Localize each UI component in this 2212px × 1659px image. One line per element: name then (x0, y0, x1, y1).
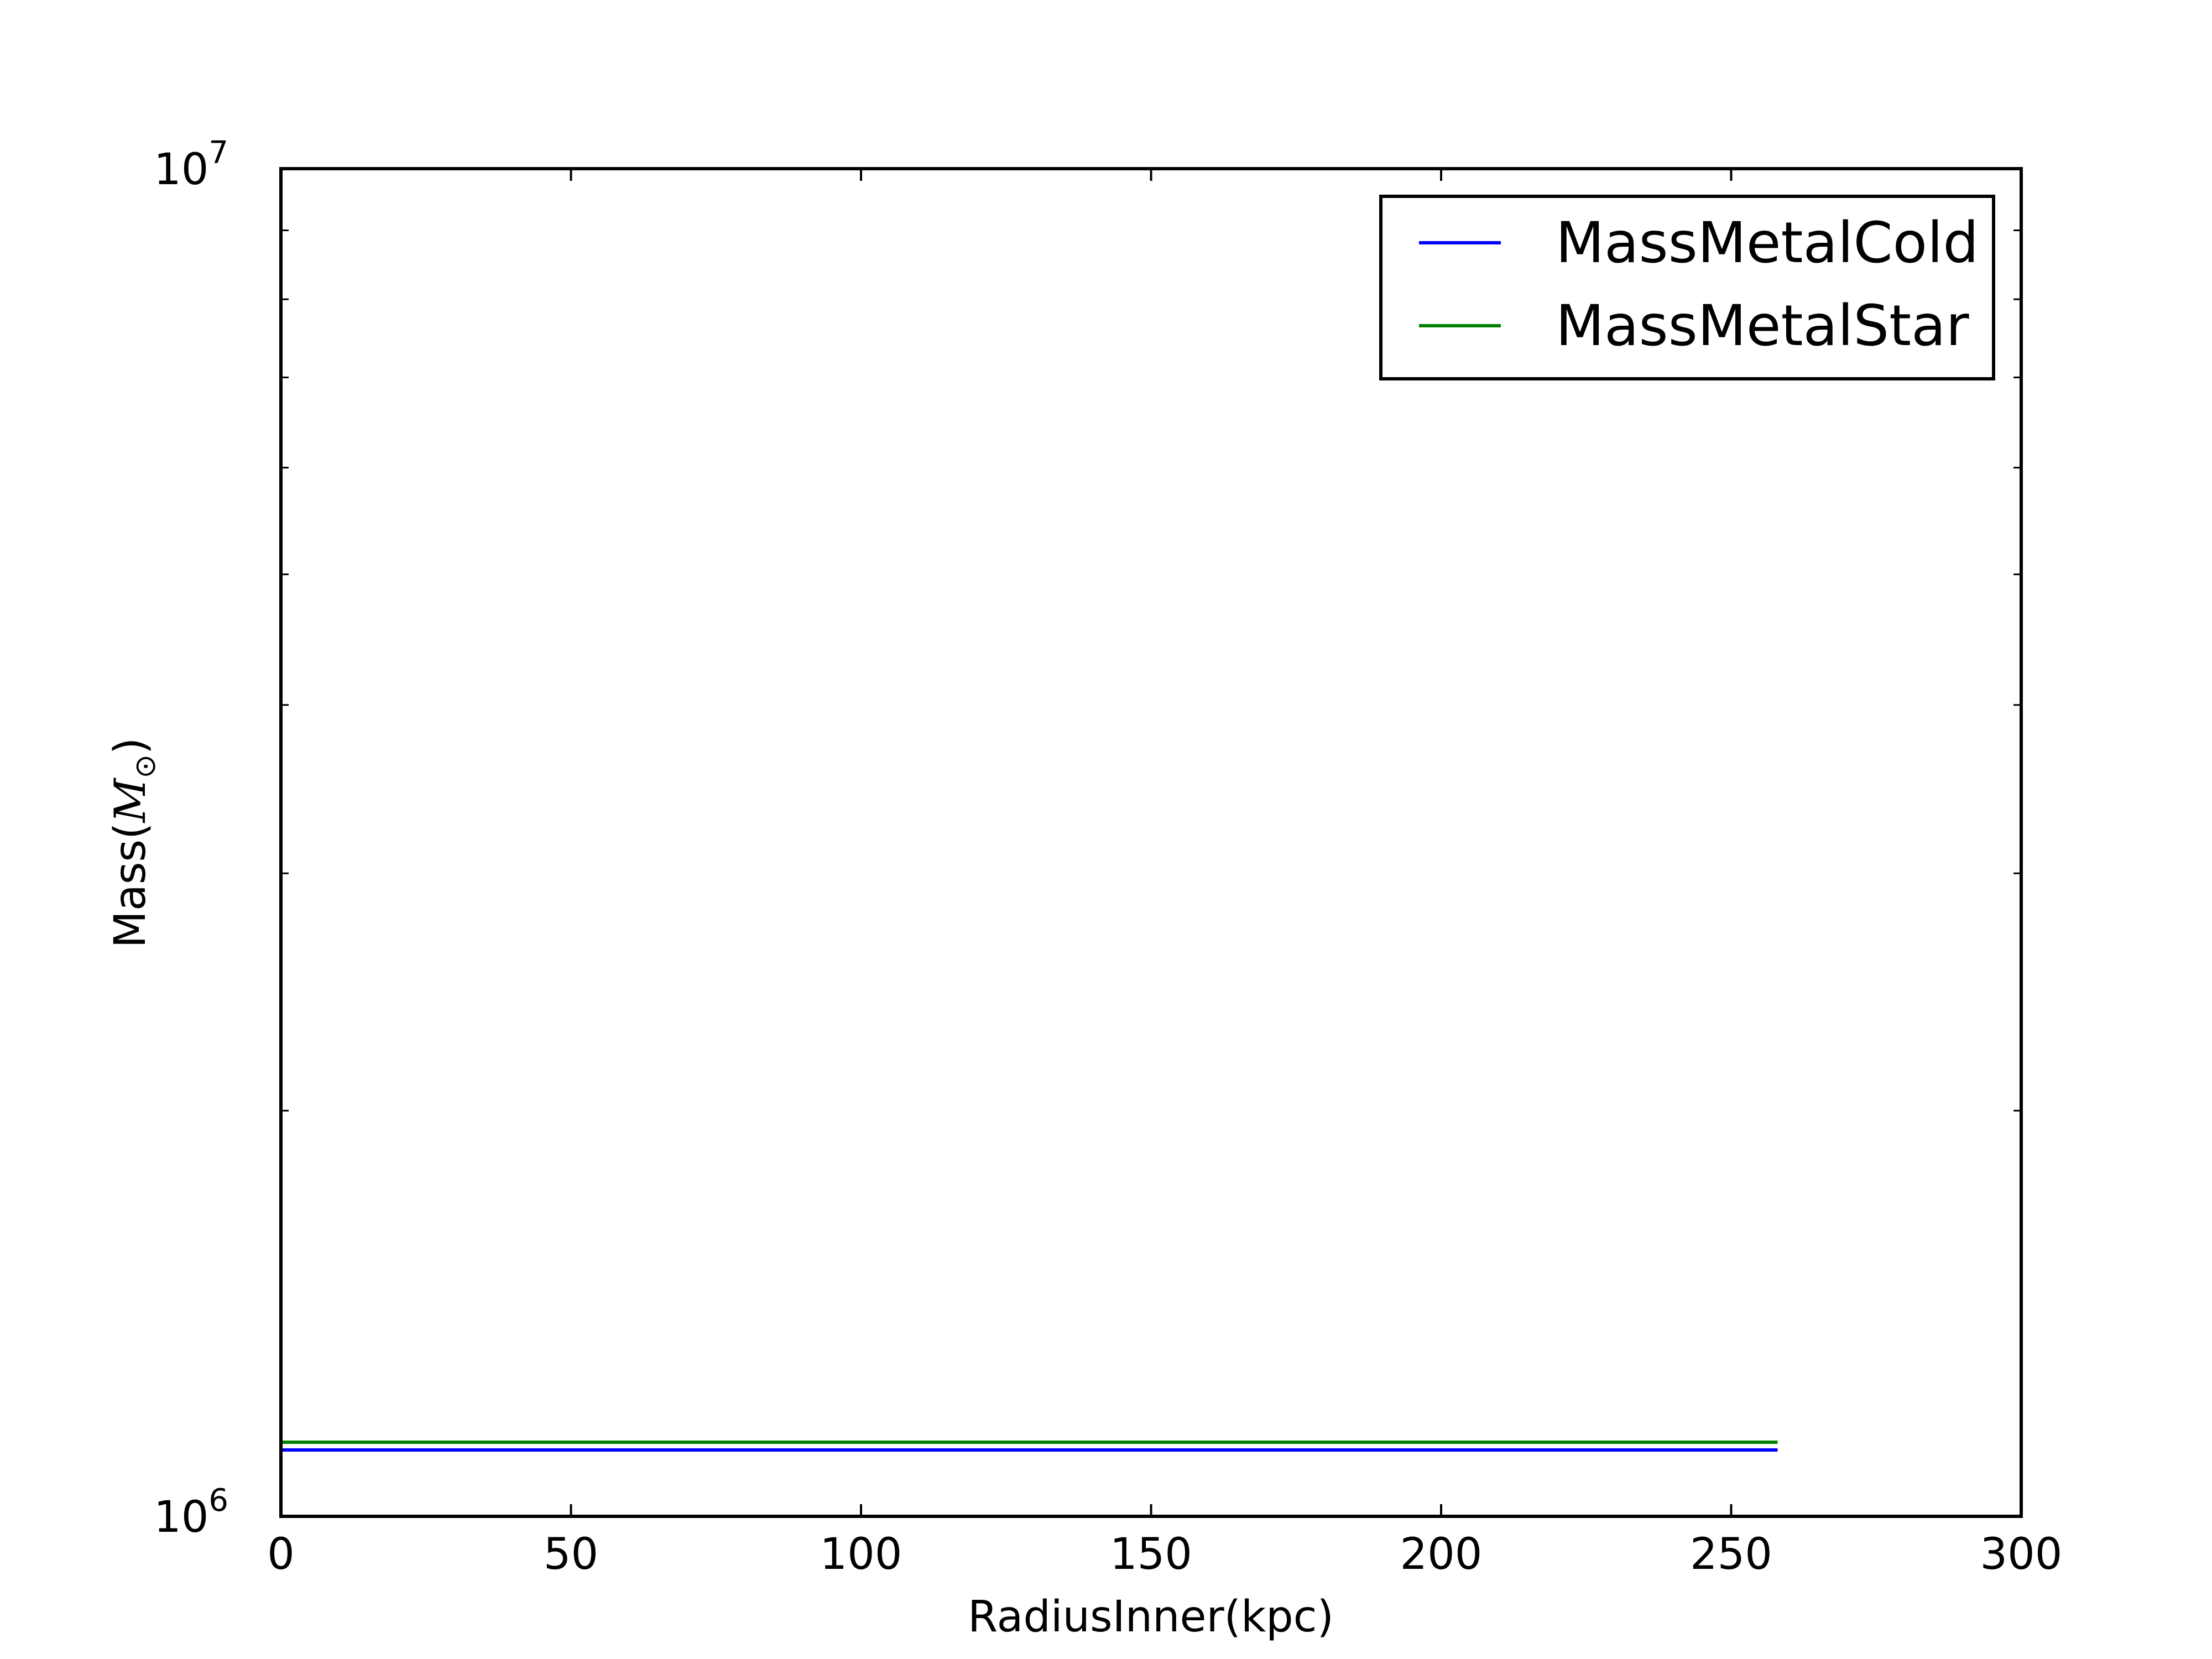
y-tick-label: 106 (154, 1483, 228, 1542)
legend-label-massmetalcold: MassMetalCold (1556, 210, 1979, 276)
legend-box (1379, 195, 1995, 380)
y-axis-label-text: Mass( (106, 823, 155, 948)
y-axis-label-math: M (106, 778, 155, 824)
y-axis-label: Mass(M⊙) (106, 738, 162, 948)
x-tick-label: 200 (1400, 1530, 1483, 1579)
x-tick-label: 50 (544, 1530, 598, 1579)
y-axis-label-close: ) (106, 738, 155, 754)
x-tick-label: 250 (1690, 1530, 1772, 1579)
x-tick-label: 0 (267, 1530, 295, 1579)
x-tick-label: 150 (1110, 1530, 1192, 1579)
x-tick-label: 300 (1980, 1530, 2063, 1579)
x-axis-label: RadiusInner(kpc) (968, 1592, 1334, 1642)
x-tick-label: 100 (820, 1530, 902, 1579)
y-axis-label-sub: ⊙ (129, 754, 162, 779)
ticks-layer: 0 50 100 150 200 250 300 106 107 (154, 135, 2062, 1579)
y-tick-label: 107 (154, 135, 228, 195)
plot-frame (279, 167, 2023, 1518)
series-layer (281, 1440, 1778, 1452)
legend: MassMetalCold MassMetalStar (1379, 195, 1995, 380)
legend-label-massmetalstar: MassMetalStar (1556, 293, 1969, 359)
